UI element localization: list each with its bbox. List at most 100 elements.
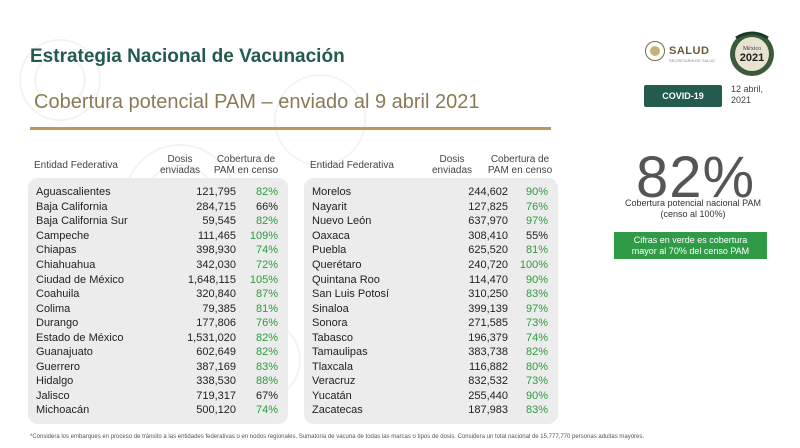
entity-name: Tlaxcala — [312, 360, 353, 373]
table-row: Morelos 244,602 90% — [312, 185, 552, 200]
coverage-percent: 80% — [525, 360, 548, 373]
doses-sent: 240,720 — [468, 259, 508, 271]
coverage-percent: 83% — [525, 288, 548, 301]
doses-sent: 244,602 — [468, 186, 508, 199]
table-row: Chiapas 398,930 74% — [36, 243, 282, 258]
entity-name: Puebla — [312, 244, 347, 257]
entity-name: Zacatecas — [312, 404, 363, 417]
table-row: Zacatecas 187,983 83% — [312, 403, 552, 418]
coverage-percent: 83% — [525, 404, 548, 417]
salud-emblem-icon — [645, 41, 665, 61]
coverage-percent: 90% — [525, 389, 548, 402]
coverage-percent: 109% — [249, 229, 278, 242]
coverage-percent: 82% — [525, 346, 548, 359]
year-2021-seal: México 2021 — [730, 31, 774, 76]
entity-name: Tabasco — [312, 331, 353, 344]
entity-name: Sonora — [312, 317, 348, 330]
coverage-percent: 97% — [525, 302, 548, 315]
report-date: 12 abril, 2021 — [731, 84, 763, 106]
right-header-doses-line2: enviadas — [432, 165, 473, 176]
entity-name: Sinaloa — [312, 302, 349, 315]
coverage-percent: 81% — [525, 244, 548, 257]
coverage-percent: 105% — [249, 273, 278, 286]
page-title: Estrategia Nacional de Vacunación — [30, 46, 345, 67]
entity-name: Baja California — [36, 200, 108, 213]
doses-sent: 387,169 — [196, 360, 236, 373]
coverage-percent: 88% — [255, 375, 278, 388]
doses-sent: 255,440 — [468, 389, 508, 402]
doses-sent: 284,715 — [196, 200, 236, 213]
entity-name: Guanajuato — [36, 346, 93, 359]
doses-sent: 196,379 — [468, 331, 508, 344]
table-row: Baja California 284,715 66% — [36, 200, 282, 215]
doses-sent: 187,983 — [468, 404, 508, 417]
table-row: Ciudad de México 1,648,115 105% — [36, 272, 282, 287]
entity-name: Jalisco — [36, 389, 70, 402]
coverage-percent: 76% — [255, 317, 278, 330]
entity-name: Coahuila — [36, 288, 80, 301]
left-header-coverage-line1: Cobertura de — [216, 154, 276, 165]
entity-name: Michoacán — [36, 404, 90, 417]
doses-sent: 383,738 — [468, 346, 508, 359]
doses-sent: 121,795 — [196, 186, 236, 199]
entity-name: Colima — [36, 302, 71, 315]
national-coverage-percent: 82% — [636, 145, 756, 210]
title-divider — [30, 127, 551, 130]
right-table: Morelos 244,602 90% Nayarit 127,825 76% Nuevo … — [312, 185, 552, 418]
coverage-percent: 73% — [525, 317, 548, 330]
table-row: Hidalgo 338,530 88% — [36, 374, 282, 389]
table-row: Nayarit 127,825 76% — [312, 200, 552, 215]
entity-name: Nayarit — [312, 200, 347, 213]
right-header-doses-line1: Dosis — [439, 154, 465, 165]
entity-name: Estado de México — [36, 331, 124, 344]
left-header-coverage: Cobertura de PAM en censo — [212, 154, 280, 176]
table-row: Guerrero 387,169 83% — [36, 360, 282, 375]
salud-logo: SALUD — [645, 38, 725, 64]
coverage-percent: 66% — [255, 200, 278, 213]
salud-logo-text: SALUD — [669, 45, 710, 57]
caption-line-1: Cobertura potencial nacional PAM — [625, 198, 761, 208]
covid-badge: COVID-19 — [644, 85, 722, 107]
date-line-2: 2021 — [731, 95, 752, 105]
note-line-2: mayor al 70% del censo PAM — [631, 245, 750, 256]
doses-sent: 625,520 — [468, 244, 508, 257]
seal-year-text: 2021 — [740, 52, 764, 64]
entity-name: Querétaro — [312, 259, 362, 271]
right-header-entity: Entidad Federativa — [310, 160, 394, 171]
table-row: Chiahuahua 342,030 72% — [36, 258, 282, 273]
coverage-percent: 87% — [255, 288, 278, 301]
table-row: Tabasco 196,379 74% — [312, 330, 552, 345]
entity-name: Chiahuahua — [36, 259, 96, 271]
table-row: Colima 79,385 81% — [36, 301, 282, 316]
coverage-percent: 82% — [255, 331, 278, 344]
entity-name: San Luis Potosí — [312, 288, 390, 301]
coverage-percent: 81% — [255, 302, 278, 315]
doses-sent: 79,385 — [202, 302, 236, 315]
entity-name: Veracruz — [312, 375, 356, 388]
table-row: Guanajuato 602,649 82% — [36, 345, 282, 360]
table-row: Jalisco 719,317 67% — [36, 389, 282, 404]
doses-sent: 308,410 — [468, 229, 508, 242]
doses-sent: 719,317 — [196, 389, 236, 402]
coverage-percent: 100% — [519, 259, 548, 271]
right-header-coverage: Cobertura de PAM en censo — [486, 154, 554, 176]
entity-name: Baja California Sur — [36, 215, 128, 228]
entity-name: Aguascalientes — [36, 186, 111, 199]
table-row: Sinaloa 399,139 97% — [312, 301, 552, 316]
doses-sent: 342,030 — [196, 259, 236, 271]
doses-sent: 59,545 — [202, 215, 236, 228]
entity-name: Morelos — [312, 186, 352, 199]
table-row: Veracruz 832,532 73% — [312, 374, 552, 389]
entity-name: Nuevo León — [312, 215, 372, 228]
right-header-coverage-line1: Cobertura de — [490, 154, 550, 165]
coverage-percent: 67% — [255, 389, 278, 402]
caption-line-2: (censo al 100%) — [660, 209, 726, 219]
table-row: Campeche 111,465 109% — [36, 229, 282, 244]
table-row: Nuevo León 637,970 97% — [312, 214, 552, 229]
left-header-doses: Dosis enviadas — [160, 154, 200, 176]
left-table: Aguascalientes 121,795 82% Baja California 2… — [36, 185, 282, 418]
doses-sent: 500,120 — [196, 404, 236, 417]
doses-sent: 398,930 — [196, 244, 236, 257]
table-row: Quintana Roo 114,470 90% — [312, 272, 552, 287]
right-header-doses: Dosis enviadas — [432, 154, 472, 176]
